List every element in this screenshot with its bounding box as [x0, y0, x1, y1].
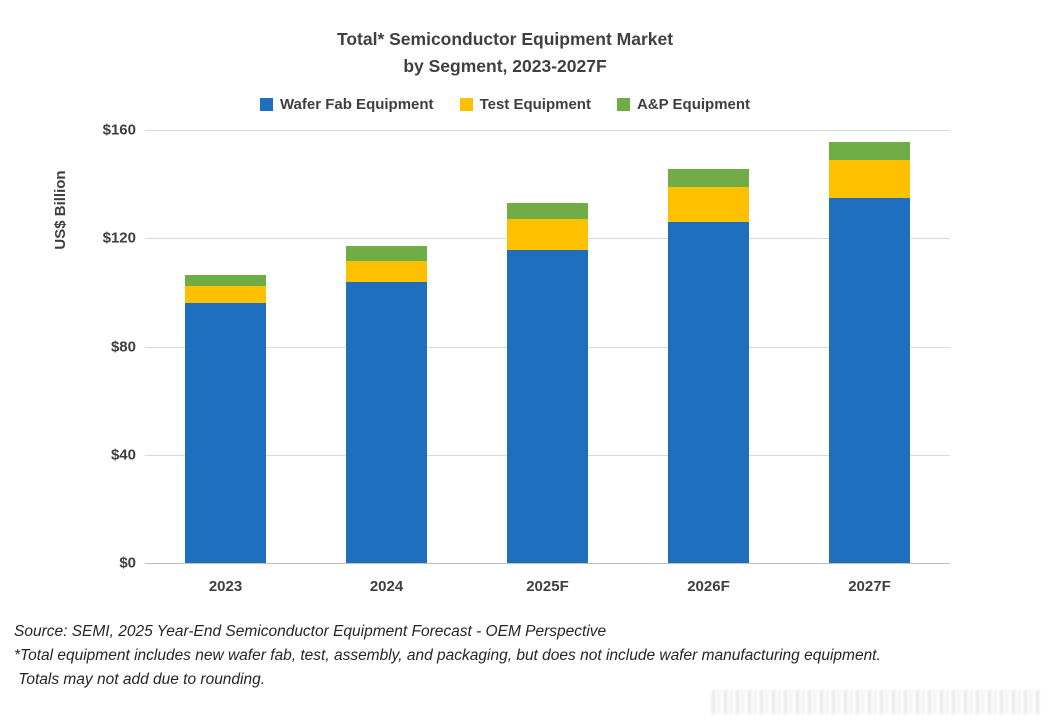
- watermark: [712, 690, 1042, 714]
- x-tick-label: 2025F: [526, 578, 569, 595]
- x-tick-label: 2023: [208, 578, 243, 595]
- gridline: [145, 130, 950, 131]
- bar-slot: [145, 130, 306, 563]
- bar-slot: [467, 130, 628, 563]
- bar-2027F: [829, 142, 910, 563]
- test-swatch: [459, 98, 473, 111]
- bar-2025F: [507, 203, 588, 563]
- source-line: Source: SEMI, 2025 Year-End Semiconducto…: [14, 623, 607, 640]
- bar-segment: [668, 222, 749, 563]
- bar-segment: [185, 275, 266, 287]
- x-tick-label: 2027F: [848, 578, 891, 595]
- bar-2023: [185, 275, 266, 563]
- legend-label-wafer-fab: Wafer Fab Equipment: [279, 96, 434, 113]
- bar-segment: [829, 197, 910, 563]
- y-axis-title: US$ Billion: [52, 170, 69, 250]
- bar-2026F: [668, 169, 749, 563]
- gridline: [145, 563, 950, 564]
- bar-segment: [668, 186, 749, 223]
- bar-segment: [185, 286, 266, 304]
- ap-swatch: [616, 98, 630, 111]
- legend-label-test: Test Equipment: [479, 96, 591, 113]
- bar-segment: [829, 142, 910, 160]
- legend-label-ap: A&P Equipment: [636, 96, 751, 113]
- chart-title: Total* Semiconductor Equipment Market by…: [0, 26, 1010, 80]
- legend-item-test: Test Equipment: [459, 96, 591, 113]
- x-axis-labels: 2023 2024 2025F 2026F 2027F: [145, 578, 950, 595]
- x-tick-label: 2024: [369, 578, 404, 595]
- y-tick-label: $40: [110, 446, 136, 464]
- bar-segment: [346, 281, 427, 563]
- y-axis-ticks: $0 $40 $80 $120 $160: [88, 122, 136, 572]
- plot-wrap: [145, 130, 950, 564]
- chart-title-line1: Total* Semiconductor Equipment Market: [336, 29, 674, 49]
- bar-segment: [185, 303, 266, 563]
- chart-title-line2: by Segment, 2023-2027F: [403, 56, 607, 76]
- legend-item-ap: A&P Equipment: [616, 96, 751, 113]
- footnote-line2: Totals may not add due to rounding.: [14, 671, 266, 688]
- bar-segment: [507, 250, 588, 563]
- footnote-line1: *Total equipment includes new wafer fab,…: [14, 647, 881, 664]
- x-tick-label: 2026F: [687, 578, 730, 595]
- bars-row: [145, 130, 950, 563]
- bar-slot: [628, 130, 789, 563]
- bar-segment: [829, 159, 910, 198]
- bar-slot: [306, 130, 467, 563]
- wafer-fab-swatch: [259, 98, 273, 111]
- plot-area: [145, 130, 950, 564]
- y-tick-label: $80: [110, 338, 136, 355]
- y-tick-label: $0: [119, 554, 136, 572]
- legend-item-wafer-fab: Wafer Fab Equipment: [259, 96, 434, 113]
- bar-segment: [346, 246, 427, 262]
- bar-segment: [668, 169, 749, 187]
- y-tick-label: $160: [102, 121, 136, 139]
- bar-2024: [346, 246, 427, 563]
- bar-segment: [507, 203, 588, 220]
- bar-segment: [507, 219, 588, 251]
- legend: Wafer Fab Equipment Test Equipment A&P E…: [0, 96, 1010, 113]
- footer-notes: Source: SEMI, 2025 Year-End Semiconducto…: [14, 620, 1024, 692]
- bar-slot: [789, 130, 950, 563]
- bar-segment: [346, 261, 427, 282]
- y-tick-label: $120: [102, 229, 136, 247]
